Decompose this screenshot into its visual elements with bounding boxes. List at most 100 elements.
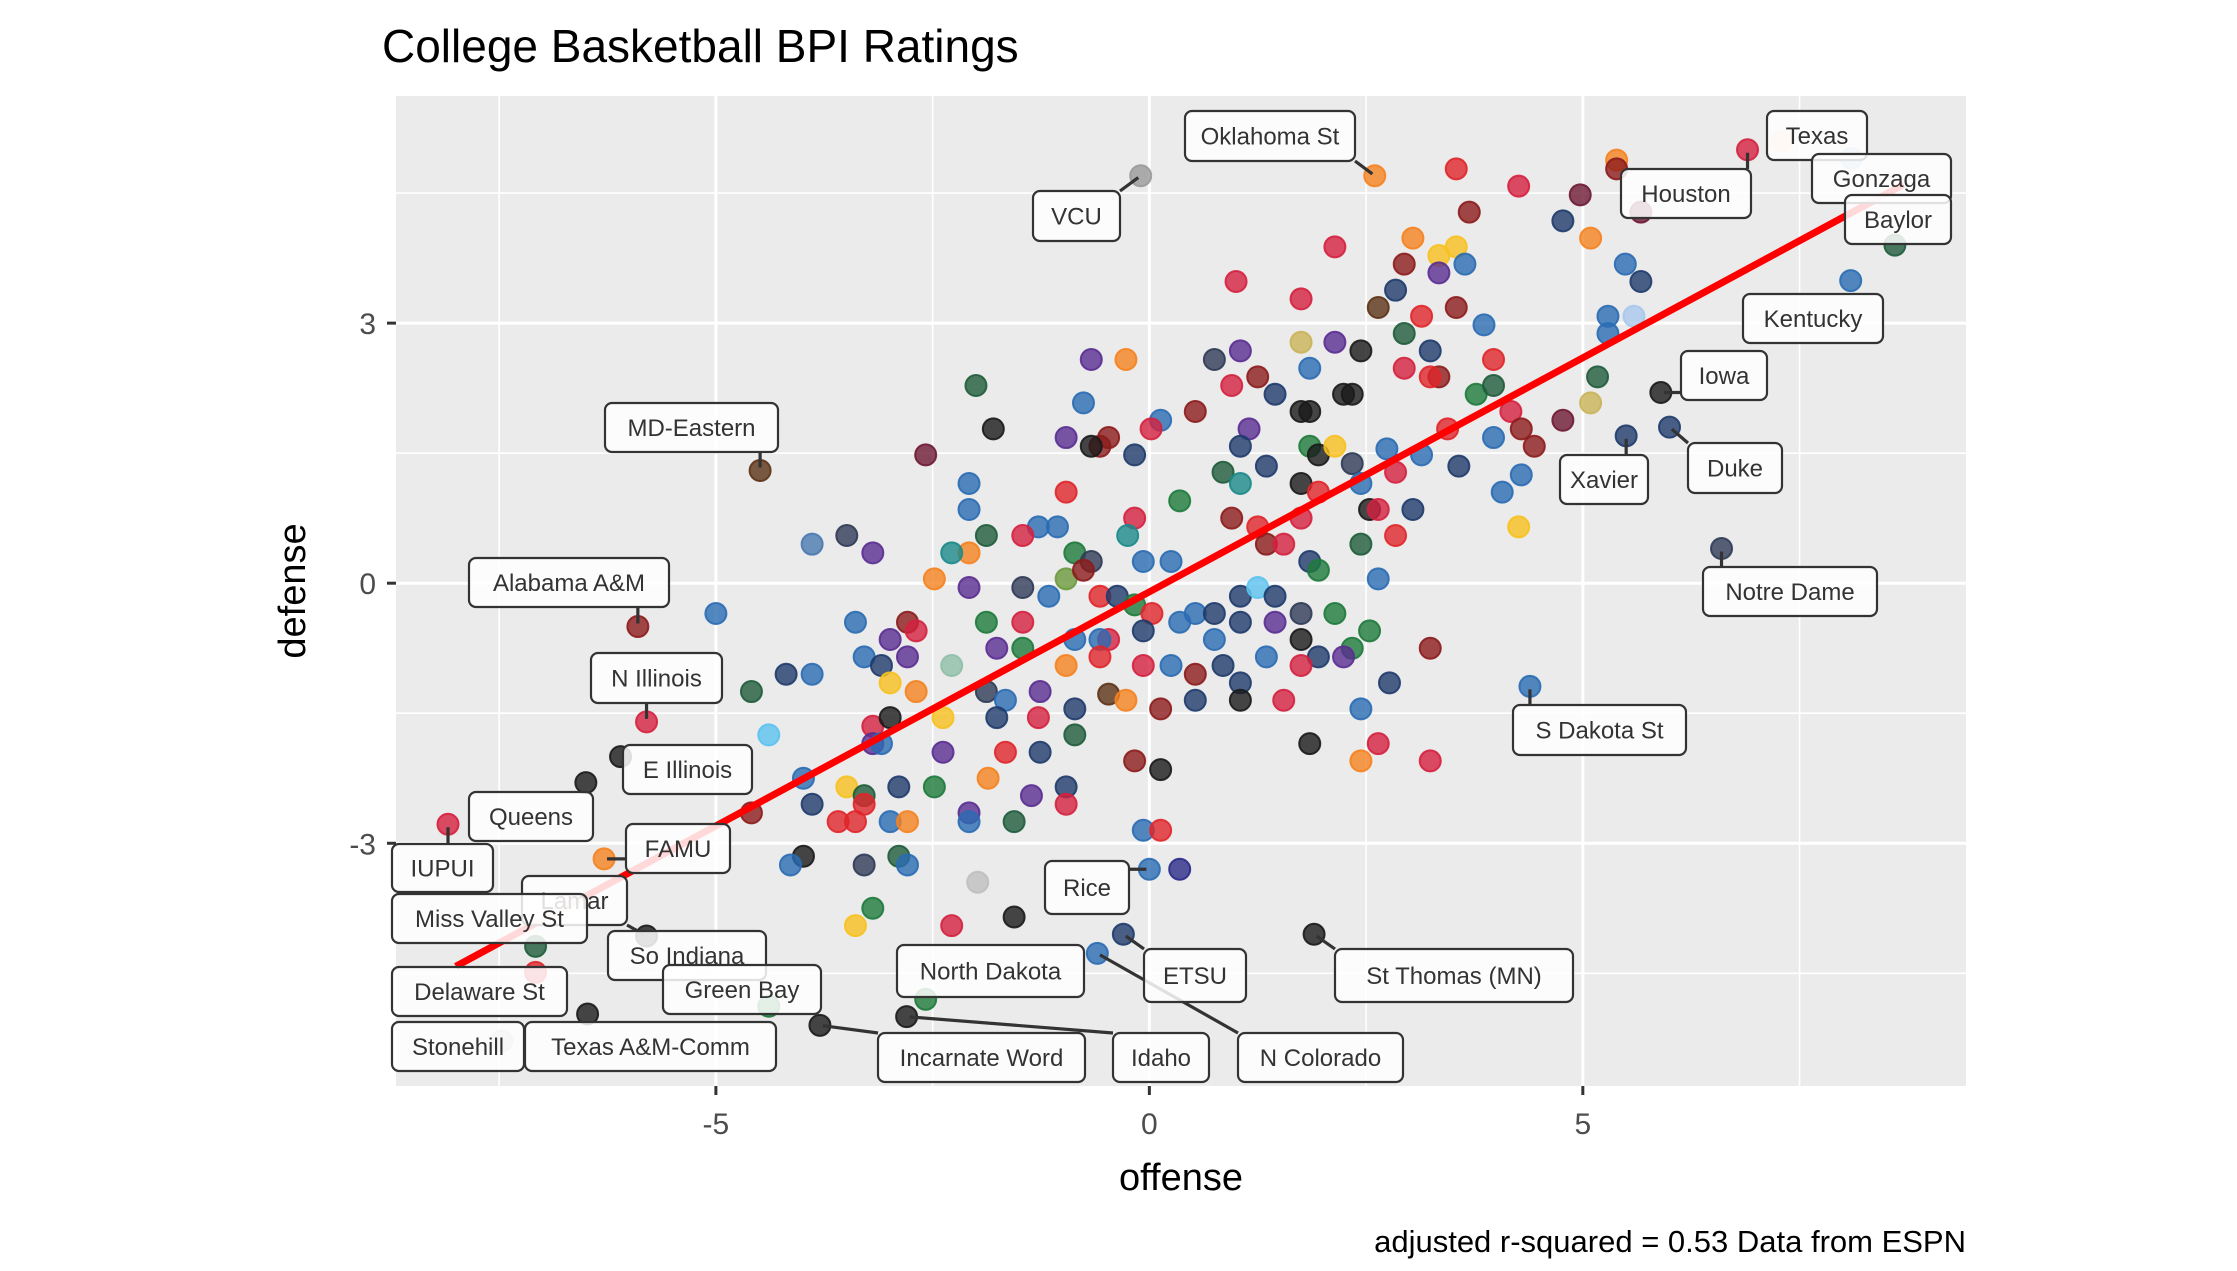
point-label: ETSU xyxy=(1142,947,1248,1004)
data-point xyxy=(1551,209,1575,233)
data-point xyxy=(739,680,763,704)
point-label: Texas xyxy=(1765,109,1869,162)
data-point xyxy=(1114,348,1138,372)
data-point xyxy=(1254,645,1278,669)
label-text: E Illinois xyxy=(643,757,732,784)
point-label: E Illinois xyxy=(621,743,754,796)
data-point xyxy=(1410,304,1434,328)
data-point xyxy=(843,914,867,938)
data-point xyxy=(835,524,859,548)
data-point xyxy=(1168,489,1192,513)
point-label: Baylor xyxy=(1843,193,1953,246)
data-point xyxy=(800,532,824,556)
label-segment xyxy=(1670,427,1690,445)
data-point xyxy=(800,662,824,686)
label-text: N Colorado xyxy=(1260,1045,1381,1072)
data-point xyxy=(940,654,964,678)
data-point xyxy=(800,792,824,816)
data-point xyxy=(1054,426,1078,450)
data-point xyxy=(1159,654,1183,678)
chart-title: College Basketball BPI Ratings xyxy=(382,20,1019,72)
label-text: Miss Valley St xyxy=(415,906,564,933)
label-box xyxy=(624,822,732,875)
data-point xyxy=(1377,671,1401,695)
data-point xyxy=(1228,434,1252,458)
data-point xyxy=(922,567,946,591)
point-label: Green Bay xyxy=(661,963,823,1016)
data-point xyxy=(1019,784,1043,808)
data-point xyxy=(1149,697,1173,721)
data-point xyxy=(957,472,981,496)
x-axis-ticks xyxy=(714,1086,1585,1095)
data-point xyxy=(1002,905,1026,929)
data-point xyxy=(1289,330,1313,354)
data-point xyxy=(1613,252,1637,276)
data-point xyxy=(1272,532,1296,556)
label-text: Oklahoma St xyxy=(1201,124,1340,151)
label-text: Iowa xyxy=(1699,363,1750,390)
label-text: Idaho xyxy=(1131,1045,1191,1072)
point-label: N Colorado xyxy=(1236,1031,1405,1084)
labeled-data-point xyxy=(1111,922,1135,946)
data-point xyxy=(704,602,728,626)
label-box xyxy=(390,892,589,945)
data-point xyxy=(981,417,1005,441)
data-point xyxy=(1063,697,1087,721)
data-point xyxy=(1159,550,1183,574)
data-point xyxy=(1116,524,1140,548)
point-label: Xavier xyxy=(1558,453,1650,506)
label-box xyxy=(523,1020,778,1073)
data-point xyxy=(878,671,902,695)
data-point xyxy=(1298,356,1322,380)
data-point xyxy=(1568,183,1592,207)
label-segment xyxy=(1124,934,1145,951)
data-point xyxy=(922,775,946,799)
label-box xyxy=(1701,565,1879,618)
label-text: VCU xyxy=(1051,204,1102,231)
data-point xyxy=(1263,610,1287,634)
data-point xyxy=(1054,654,1078,678)
label-segment xyxy=(909,1015,1114,1035)
label-box xyxy=(1558,453,1650,506)
x-tick-label: -5 xyxy=(703,1108,730,1141)
data-point xyxy=(1202,602,1226,626)
data-point xyxy=(1263,382,1287,406)
point-label: S Dakota St xyxy=(1511,703,1688,757)
data-point xyxy=(1507,174,1531,198)
data-point xyxy=(1011,576,1035,600)
data-point xyxy=(1220,506,1244,530)
data-point xyxy=(1418,749,1442,773)
data-point xyxy=(957,810,981,834)
data-point xyxy=(1202,628,1226,652)
data-point xyxy=(1228,339,1252,363)
point-label: North Dakota xyxy=(895,943,1086,999)
data-point xyxy=(774,662,798,686)
point-label: Notre Dame xyxy=(1701,565,1879,618)
label-box xyxy=(467,790,595,843)
labeled-data-point xyxy=(1085,941,1109,965)
data-point xyxy=(1444,157,1468,181)
data-point xyxy=(1228,610,1252,634)
data-point xyxy=(1366,732,1390,756)
data-point xyxy=(1228,688,1252,712)
data-point xyxy=(1551,408,1575,432)
label-text: St Thomas (MN) xyxy=(1366,963,1542,990)
label-text: Texas xyxy=(1786,123,1849,150)
label-box xyxy=(1043,859,1131,916)
labeled-data-point xyxy=(574,771,598,795)
data-point xyxy=(1246,365,1270,389)
label-text: Green Bay xyxy=(685,977,800,1004)
label-text: Baylor xyxy=(1864,207,1932,234)
data-point xyxy=(1149,758,1173,782)
data-point xyxy=(1298,732,1322,756)
data-point xyxy=(1418,636,1442,660)
data-point xyxy=(1289,628,1313,652)
data-point xyxy=(1384,278,1408,302)
data-point xyxy=(1482,348,1506,372)
point-label: Texas A&M-Comm xyxy=(523,1020,778,1073)
x-axis-title: offense xyxy=(1119,1157,1243,1199)
data-point xyxy=(1123,749,1147,773)
label-text: Delaware St xyxy=(414,979,545,1006)
point-label: VCU xyxy=(1031,189,1122,243)
